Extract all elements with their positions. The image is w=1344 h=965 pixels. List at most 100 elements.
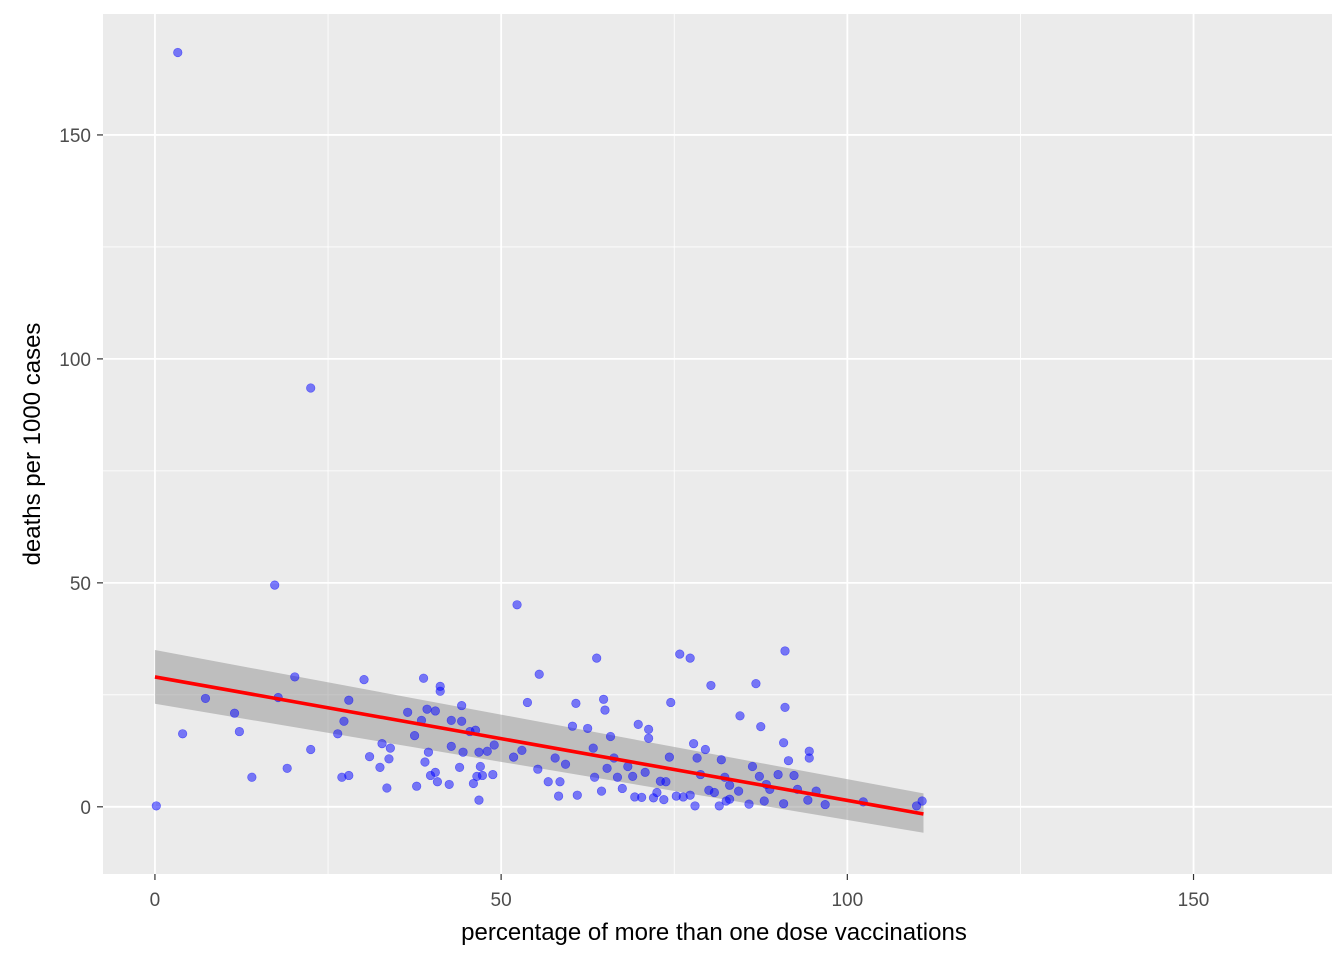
data-point xyxy=(567,721,578,731)
data-point xyxy=(512,600,522,610)
data-point xyxy=(247,772,257,782)
data-point xyxy=(628,771,638,781)
data-point xyxy=(412,781,422,791)
data-point xyxy=(306,383,316,393)
data-point xyxy=(637,792,647,803)
data-point xyxy=(420,757,430,767)
data-point xyxy=(725,794,735,804)
data-point xyxy=(423,747,434,757)
data-point xyxy=(173,47,183,58)
data-point xyxy=(612,772,623,782)
data-point xyxy=(270,580,280,590)
data-point xyxy=(457,700,467,711)
data-point xyxy=(716,755,726,765)
data-point xyxy=(571,698,581,708)
data-point xyxy=(333,729,343,739)
data-point xyxy=(432,777,443,787)
trend-line xyxy=(154,675,924,816)
y-axis-title: deaths per 1000 cases xyxy=(19,323,46,566)
data-point xyxy=(744,799,754,809)
data-point xyxy=(747,761,758,772)
data-point xyxy=(234,726,245,737)
data-point xyxy=(517,745,527,755)
data-point xyxy=(685,790,695,800)
data-point xyxy=(377,739,387,749)
data-point xyxy=(375,762,385,772)
data-point xyxy=(446,715,456,725)
data-point xyxy=(409,730,420,741)
x-axis-title: percentage of more than one dose vaccina… xyxy=(461,919,967,946)
y-tick-label: 100 xyxy=(59,350,91,371)
data-point xyxy=(661,777,671,787)
data-point xyxy=(633,719,643,729)
data-point xyxy=(418,673,429,683)
data-point xyxy=(344,770,354,781)
data-point xyxy=(458,747,468,757)
data-point xyxy=(706,680,716,691)
data-point xyxy=(430,767,440,777)
data-point xyxy=(533,764,543,774)
data-point xyxy=(734,786,744,796)
data-point xyxy=(659,795,669,805)
data-point xyxy=(178,729,188,739)
major-gridlines xyxy=(103,14,1332,874)
data-point xyxy=(489,740,499,750)
data-point xyxy=(583,723,593,734)
data-point xyxy=(359,675,369,685)
data-point xyxy=(592,653,602,663)
data-point xyxy=(735,711,745,721)
data-point xyxy=(382,783,392,793)
data-point xyxy=(690,801,700,811)
data-point xyxy=(444,779,454,790)
data-point xyxy=(780,702,790,712)
x-tick-label: 50 xyxy=(491,890,512,911)
data-point xyxy=(605,731,616,742)
plot-panel xyxy=(103,14,1332,874)
y-axis-ticks: 0 50 100 150 xyxy=(59,126,103,819)
data-point xyxy=(759,796,769,806)
data-point xyxy=(617,783,627,794)
data-point xyxy=(435,686,445,696)
x-tick-label: 0 xyxy=(150,890,161,911)
data-point xyxy=(446,741,456,751)
data-point xyxy=(151,801,161,811)
data-point xyxy=(754,771,764,781)
data-point xyxy=(384,754,394,764)
data-point xyxy=(756,722,766,732)
data-point xyxy=(751,679,761,689)
data-point xyxy=(700,744,710,755)
data-point xyxy=(589,772,600,782)
data-point xyxy=(430,706,440,716)
y-tick-label: 0 xyxy=(80,798,91,819)
data-point xyxy=(454,762,465,772)
data-point xyxy=(477,770,488,781)
data-point xyxy=(403,707,413,717)
data-point xyxy=(596,786,607,796)
data-point xyxy=(599,694,609,704)
data-point xyxy=(803,795,813,805)
data-point xyxy=(917,796,927,806)
data-point xyxy=(779,799,789,809)
data-point xyxy=(555,777,565,787)
data-point xyxy=(474,795,484,805)
x-tick-label: 100 xyxy=(831,890,863,911)
data-point xyxy=(709,787,719,798)
y-tick-label: 50 xyxy=(70,574,91,595)
data-point xyxy=(422,704,432,714)
data-point xyxy=(508,752,519,762)
data-point xyxy=(689,739,699,749)
data-point xyxy=(457,716,467,726)
data-point xyxy=(714,801,724,811)
data-point xyxy=(644,724,654,734)
data-point xyxy=(692,753,702,763)
data-point xyxy=(666,697,676,708)
x-tick-label: 150 xyxy=(1178,890,1210,911)
data-point xyxy=(488,769,498,780)
data-point xyxy=(820,799,830,810)
data-point xyxy=(200,693,211,704)
data-point xyxy=(522,697,533,708)
y-tick-label: 150 xyxy=(59,126,91,147)
data-points xyxy=(151,47,927,811)
data-point xyxy=(804,753,814,763)
